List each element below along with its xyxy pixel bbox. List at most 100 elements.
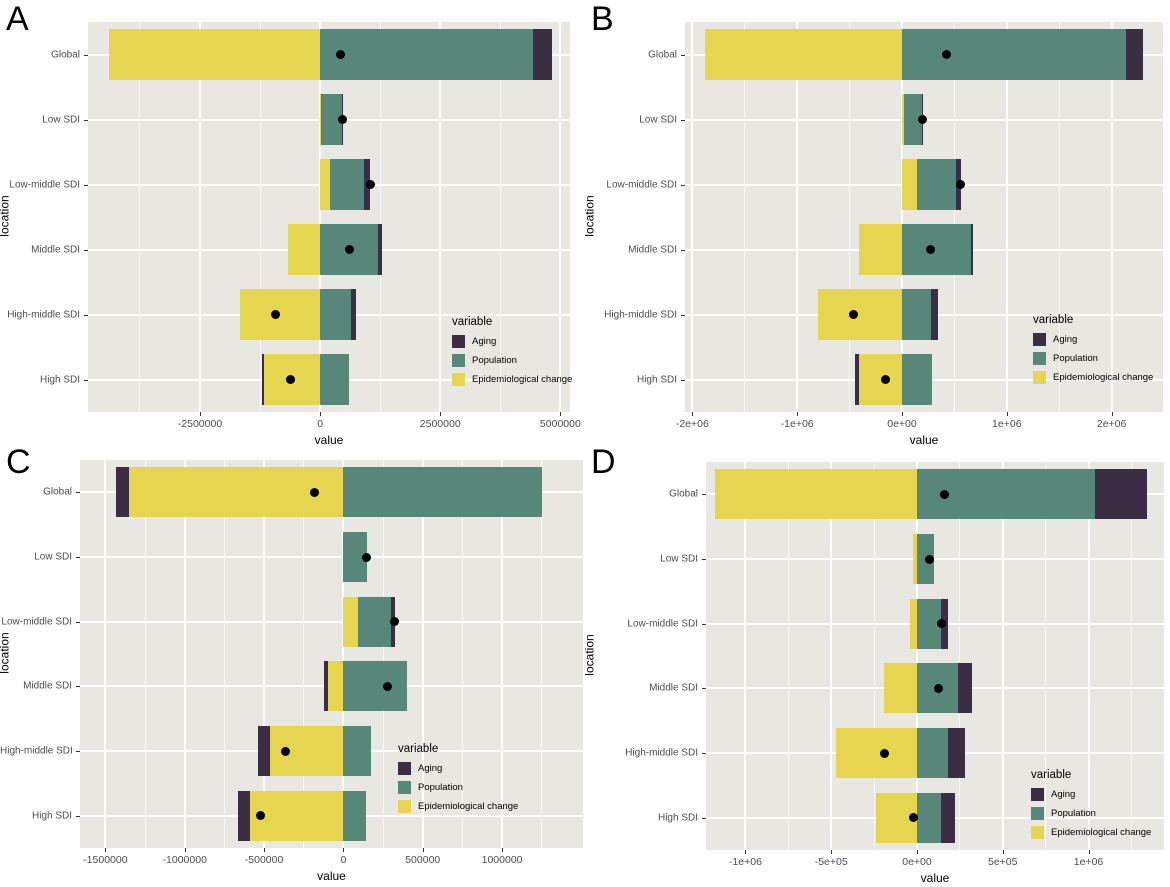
y-tick-label: High SDI: [31, 810, 72, 822]
legend-item: Population: [452, 351, 572, 370]
minor-gridline: [1130, 462, 1132, 850]
legend-label: Population: [1053, 353, 1098, 364]
legend-label: Aging: [1051, 789, 1076, 800]
y-tick-mark: [702, 623, 706, 625]
y-tick-mark: [702, 494, 706, 496]
bar-segment: [343, 661, 407, 711]
legend-label: Aging: [472, 336, 497, 347]
minor-gridline: [379, 22, 381, 412]
minor-gridline: [382, 460, 384, 848]
bar-segment: [901, 289, 932, 340]
bar-segment: [287, 224, 321, 275]
y-tick-label: Middle SDI: [628, 244, 677, 255]
bar-segment: [115, 467, 130, 517]
bar-segment: [836, 728, 917, 778]
x-tick-mark: [343, 848, 345, 852]
panel-b-letter: B: [591, 0, 614, 38]
net-change-dot: [849, 310, 859, 319]
y-tick-mark: [681, 379, 685, 381]
legend-item: Population: [398, 778, 518, 797]
x-tick-mark: [199, 412, 201, 416]
category-gridline: [80, 556, 583, 558]
y-tick-mark: [84, 314, 88, 316]
bar-segment: [320, 354, 349, 405]
y-tick-label: Middle SDI: [31, 244, 80, 255]
bar-segment: [257, 726, 271, 776]
x-tick-label: 1000000: [481, 854, 523, 866]
minor-gridline: [223, 460, 225, 848]
legend-label: Epidemiological change: [1051, 827, 1152, 838]
legend-title: variable: [398, 743, 439, 755]
minor-gridline: [849, 22, 851, 412]
net-change-dot: [939, 489, 949, 499]
x-tick-mark: [560, 412, 562, 416]
bar-segment: [916, 159, 957, 210]
y-tick-mark: [76, 557, 80, 558]
bar-segment: [916, 728, 948, 778]
minor-gridline: [787, 462, 789, 850]
x-tick-label: -500000: [244, 854, 284, 866]
minor-gridline: [259, 22, 261, 412]
bar-segment: [818, 289, 902, 340]
major-gridline: [1110, 22, 1113, 412]
major-gridline: [830, 462, 833, 850]
legend-item: Aging: [398, 759, 518, 778]
legend-swatch-epidemiological_change: [398, 800, 411, 813]
legend-title: variable: [452, 316, 493, 328]
legend-item: Aging: [452, 332, 572, 351]
x-tick-mark: [745, 850, 747, 854]
net-change-dot: [941, 50, 951, 59]
x-tick-mark: [797, 412, 799, 416]
x-tick-label: 0e+00: [887, 418, 917, 430]
legend-item: Aging: [1033, 330, 1153, 349]
bar-segment: [714, 469, 917, 519]
panel-d: D value location variable Aging Population…: [583, 443, 1170, 887]
bar-segment: [883, 663, 917, 713]
bar-segment: [320, 29, 533, 80]
legend-item: Aging: [1031, 785, 1151, 804]
y-tick-label: Low-middle SDI: [627, 618, 698, 630]
major-gridline: [342, 460, 345, 848]
major-gridline: [421, 460, 424, 848]
net-change-dot: [390, 617, 400, 627]
panel-a-y-axis-title: location: [0, 195, 12, 237]
net-change-dot: [956, 180, 966, 189]
category-gridline: [80, 620, 583, 623]
major-gridline: [559, 22, 562, 412]
minor-gridline: [303, 460, 305, 848]
y-tick-mark: [84, 54, 88, 56]
net-change-dot: [309, 487, 319, 497]
y-tick-mark: [76, 815, 80, 817]
bar-segment: [343, 791, 367, 841]
panel-c-y-axis-title: location: [0, 632, 12, 674]
major-gridline: [900, 22, 903, 412]
y-tick-mark: [681, 54, 685, 56]
y-tick-mark: [84, 119, 88, 121]
major-gridline: [104, 460, 107, 848]
y-tick-mark: [681, 119, 685, 121]
net-change-dot: [365, 180, 375, 189]
bar-segment: [249, 791, 344, 841]
bar-segment: [320, 159, 331, 210]
legend-swatch-epidemiological_change: [1033, 371, 1046, 384]
x-tick-mark: [1111, 412, 1113, 416]
bar-segment: [327, 661, 344, 711]
bar-segment: [941, 793, 955, 843]
y-tick-mark: [76, 751, 80, 752]
x-tick-label: 5000000: [539, 418, 581, 430]
x-tick-mark: [901, 412, 903, 416]
net-change-dot: [879, 748, 889, 758]
y-tick-mark: [702, 817, 706, 819]
bar-segment: [129, 467, 344, 517]
y-tick-mark: [84, 379, 88, 381]
panel-c-legend: variable Aging Population Epidemiological c…: [398, 743, 518, 816]
minor-gridline: [744, 22, 746, 412]
major-gridline: [319, 22, 322, 412]
legend-swatch-epidemiological_change: [452, 373, 465, 386]
bar-segment: [854, 354, 859, 405]
net-change-dot: [925, 554, 935, 564]
bar-segment: [108, 29, 321, 80]
bar-segment: [901, 29, 1127, 80]
x-tick-mark: [422, 848, 424, 852]
panel-c: C value location variable Aging Population…: [0, 443, 585, 887]
